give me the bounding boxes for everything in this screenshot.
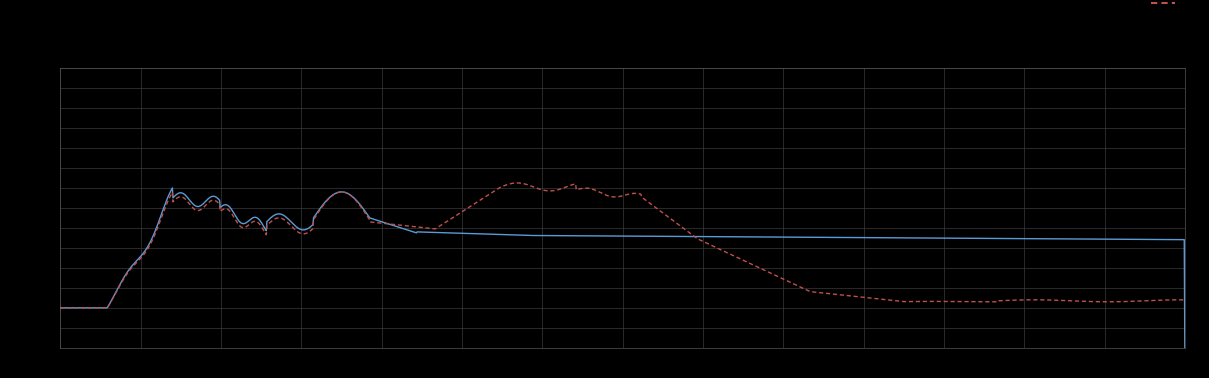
- Legend: , : ,: [1149, 0, 1180, 11]
